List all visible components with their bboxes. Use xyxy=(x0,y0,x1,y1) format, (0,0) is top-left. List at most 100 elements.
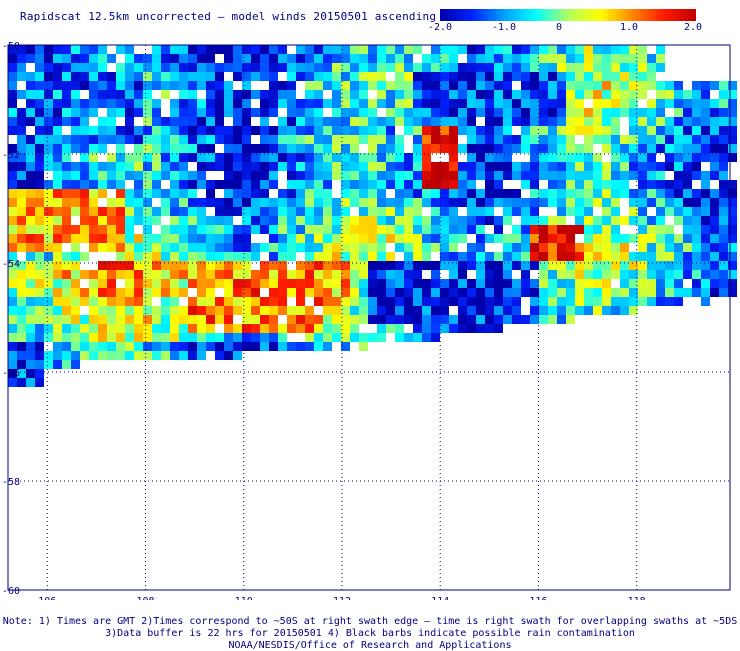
heatmap-cell xyxy=(323,234,332,243)
heatmap-cell xyxy=(404,333,413,342)
heatmap-cell xyxy=(152,324,161,333)
colorbar-swatch xyxy=(444,9,449,21)
heatmap-cell xyxy=(557,315,566,324)
heatmap-cell xyxy=(188,351,197,360)
heatmap-cell xyxy=(620,81,629,90)
heatmap-cell xyxy=(179,207,188,216)
heatmap-cell xyxy=(305,234,314,243)
heatmap-cell xyxy=(539,270,548,279)
colorbar-swatch xyxy=(624,9,629,21)
heatmap-cell xyxy=(206,270,215,279)
heatmap-cell xyxy=(341,45,350,54)
heatmap-cell xyxy=(674,180,683,189)
heatmap-cell xyxy=(728,144,737,153)
heatmap-cell xyxy=(512,306,521,315)
heatmap-cell xyxy=(260,306,269,315)
heatmap-cell xyxy=(449,81,458,90)
heatmap-cell xyxy=(251,198,260,207)
heatmap-cell xyxy=(692,108,701,117)
heatmap-cell xyxy=(53,126,62,135)
heatmap-cell xyxy=(422,81,431,90)
heatmap-cell xyxy=(26,315,35,324)
heatmap-cell xyxy=(278,126,287,135)
heatmap-cell xyxy=(449,288,458,297)
heatmap-cell xyxy=(377,54,386,63)
heatmap-cell xyxy=(575,270,584,279)
heatmap-cell xyxy=(215,243,224,252)
heatmap-cell xyxy=(107,297,116,306)
heatmap-cell xyxy=(242,108,251,117)
heatmap-cell xyxy=(629,72,638,81)
heatmap-cell xyxy=(728,90,737,99)
heatmap-cell xyxy=(341,216,350,225)
heatmap-cell xyxy=(323,72,332,81)
heatmap-cell xyxy=(8,180,17,189)
heatmap-cell xyxy=(278,81,287,90)
heatmap-cell xyxy=(386,180,395,189)
heatmap-cell xyxy=(206,198,215,207)
heatmap-cell xyxy=(53,45,62,54)
heatmap-cell xyxy=(350,324,359,333)
heatmap-cell xyxy=(404,72,413,81)
heatmap-cell xyxy=(458,180,467,189)
heatmap-cell xyxy=(197,117,206,126)
heatmap-cell xyxy=(584,72,593,81)
heatmap-cell xyxy=(161,45,170,54)
heatmap-cell xyxy=(341,162,350,171)
heatmap-cell xyxy=(557,90,566,99)
heatmap-cell xyxy=(170,324,179,333)
heatmap-cell xyxy=(566,198,575,207)
heatmap-cell xyxy=(422,243,431,252)
heatmap-cell xyxy=(413,171,422,180)
heatmap-cell xyxy=(692,153,701,162)
heatmap-cell xyxy=(584,108,593,117)
heatmap-cell xyxy=(512,288,521,297)
heatmap-cell xyxy=(197,72,206,81)
heatmap-cell xyxy=(242,54,251,63)
heatmap-cell xyxy=(107,72,116,81)
colorbar-swatch xyxy=(496,9,501,21)
heatmap-cell xyxy=(260,54,269,63)
heatmap-cell xyxy=(476,63,485,72)
x-tick-label: 112 xyxy=(333,596,351,600)
heatmap-cell xyxy=(17,144,26,153)
heatmap-cell xyxy=(719,252,728,261)
heatmap-cell xyxy=(512,99,521,108)
heatmap-cell xyxy=(548,135,557,144)
heatmap-cell xyxy=(593,153,602,162)
heatmap-cell xyxy=(557,63,566,72)
heatmap-cell xyxy=(449,198,458,207)
colorbar-swatch xyxy=(660,9,665,21)
heatmap-cell xyxy=(242,63,251,72)
heatmap-cell xyxy=(206,189,215,198)
heatmap-cell xyxy=(548,90,557,99)
heatmap-cell xyxy=(314,45,323,54)
heatmap-cell xyxy=(413,198,422,207)
heatmap-cell xyxy=(332,261,341,270)
heatmap-cell xyxy=(683,198,692,207)
heatmap-cell xyxy=(350,225,359,234)
heatmap-cell xyxy=(566,63,575,72)
heatmap-cell xyxy=(170,333,179,342)
heatmap-cell xyxy=(170,234,179,243)
heatmap-cell xyxy=(179,135,188,144)
heatmap-cell xyxy=(386,153,395,162)
heatmap-cell xyxy=(386,171,395,180)
heatmap-cell xyxy=(467,54,476,63)
heatmap-cell xyxy=(233,54,242,63)
heatmap-cell xyxy=(494,324,503,333)
heatmap-cell xyxy=(476,198,485,207)
heatmap-cell xyxy=(188,333,197,342)
heatmap-cell xyxy=(188,198,197,207)
heatmap-cell xyxy=(350,63,359,72)
heatmap-cell xyxy=(314,198,323,207)
heatmap-cell xyxy=(593,72,602,81)
heatmap-cell xyxy=(143,351,152,360)
heatmap-cell xyxy=(26,261,35,270)
heatmap-cell xyxy=(179,216,188,225)
heatmap-cell xyxy=(188,135,197,144)
heatmap-cell xyxy=(71,99,80,108)
heatmap-cell xyxy=(17,360,26,369)
heatmap-cell xyxy=(584,297,593,306)
heatmap-cell xyxy=(431,81,440,90)
